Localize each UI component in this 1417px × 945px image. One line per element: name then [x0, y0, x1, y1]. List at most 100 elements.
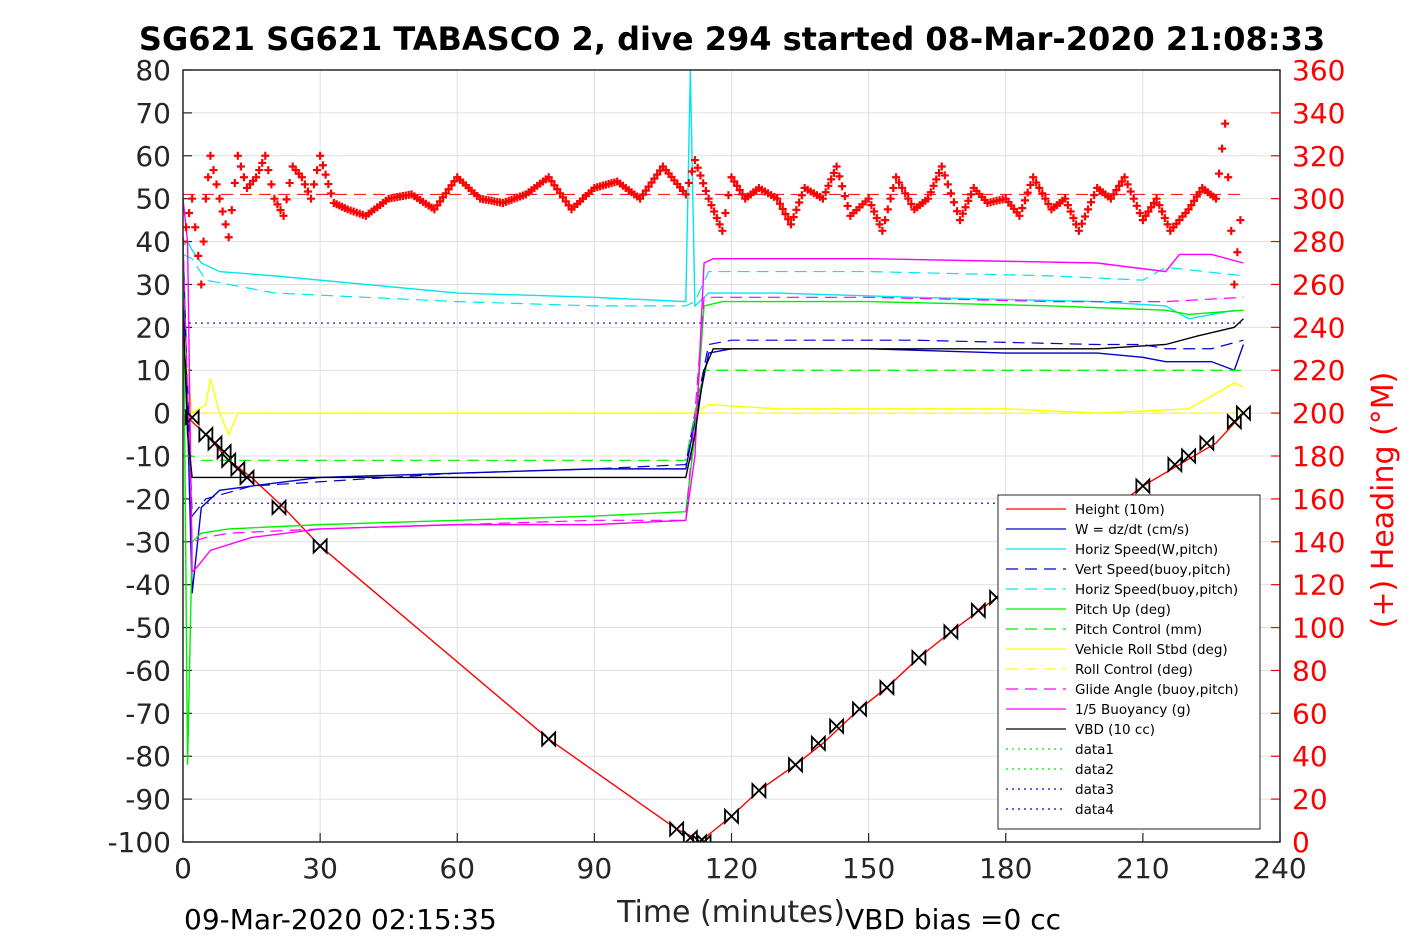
heading-point: [188, 194, 197, 203]
heading-point: [835, 172, 844, 181]
legend-entry: Vert Speed(buoy,pitch): [1075, 562, 1231, 578]
y-tick-label: 50: [135, 183, 171, 216]
heading-point: [1155, 201, 1164, 210]
y-right-tick-label: 260: [1292, 268, 1345, 301]
heading-point: [732, 181, 741, 190]
heading-point: [738, 190, 747, 199]
heading-point: [895, 178, 904, 187]
heading-point: [318, 161, 327, 170]
heading-point: [324, 180, 333, 189]
heading-point: [1190, 196, 1199, 205]
legend-entry: W = dz/dt (cm/s): [1075, 522, 1189, 538]
y-right-tick-label: 200: [1292, 397, 1345, 430]
heading-point: [1195, 188, 1204, 197]
heading-point: [867, 201, 876, 210]
series-lines: [183, 70, 1245, 842]
y-tick-label: -60: [125, 654, 171, 687]
heading-point: [926, 188, 935, 197]
y-right-tick-label: 300: [1292, 183, 1345, 216]
heading-point: [864, 194, 873, 203]
heading-point: [1152, 194, 1161, 203]
heading-point: [904, 194, 913, 203]
dive-marker: [943, 623, 959, 641]
heading-point: [961, 203, 970, 212]
y-right-tick-label: 340: [1292, 97, 1345, 130]
heading-point: [267, 180, 276, 189]
heading-point: [300, 180, 309, 189]
heading-point: [212, 180, 221, 189]
heading-point: [1112, 186, 1121, 195]
y-tick-label: -10: [125, 440, 171, 473]
heading-point: [558, 193, 567, 202]
heading-point: [1029, 173, 1038, 182]
dive-marker: [829, 717, 845, 735]
legend-entry: data2: [1075, 762, 1114, 778]
heading-point: [436, 197, 445, 206]
y-tick-label: -20: [125, 483, 171, 516]
heading-point: [901, 189, 910, 198]
y-right-tick-label: 60: [1292, 697, 1328, 730]
heading-point: [1129, 194, 1138, 203]
heading-point: [438, 193, 447, 202]
heading-point: [1084, 205, 1093, 214]
y-right-tick-label: 40: [1292, 740, 1328, 773]
heading-point: [564, 201, 573, 210]
y-axis-label-right: (+) Heading (°M): [1366, 372, 1401, 629]
heading-point: [687, 167, 696, 176]
y-tick-label: -30: [125, 526, 171, 559]
x-tick-label: 60: [439, 852, 475, 885]
heading-point: [321, 170, 330, 179]
heading-point: [1132, 201, 1141, 210]
heading-point: [430, 205, 439, 214]
heading-point: [1120, 173, 1129, 182]
heading-point: [727, 173, 736, 182]
legend-entry: Horiz Speed(buoy,pitch): [1075, 582, 1238, 598]
heading-point: [556, 189, 565, 198]
heading-point: [316, 151, 325, 160]
heading-point: [1018, 204, 1027, 213]
heading-point: [881, 216, 890, 225]
heading-point: [236, 162, 245, 171]
dive-marker: [1236, 404, 1251, 422]
heading-point: [684, 178, 693, 187]
heading-point: [1020, 196, 1029, 205]
heading-point: [644, 182, 653, 191]
y-tick-label: 20: [135, 311, 171, 344]
heading-point: [218, 207, 227, 216]
heading-point: [718, 226, 727, 235]
heading-point: [261, 151, 270, 160]
heading-point: [273, 200, 282, 209]
heading-point: [550, 181, 559, 190]
x-axis-label: Time (minutes): [616, 895, 845, 930]
heading-point: [1069, 213, 1078, 222]
heading-point: [279, 211, 288, 220]
heading-point: [701, 186, 710, 195]
y-right-tick-label: 0: [1292, 826, 1310, 859]
y-right-tick-label: 180: [1292, 440, 1345, 473]
heading-point: [778, 204, 787, 213]
y-right-tick-label: 160: [1292, 483, 1345, 516]
heading-point: [892, 173, 901, 182]
heading-point: [282, 195, 291, 204]
dive-marker: [852, 700, 867, 718]
heading-point: [870, 207, 879, 216]
heading-point: [1218, 144, 1227, 153]
legend-entry: data1: [1075, 742, 1114, 758]
heading-point: [935, 168, 944, 177]
dive-marker: [216, 443, 232, 461]
heading-point: [1187, 201, 1196, 210]
heading-point: [433, 201, 442, 210]
series-line-glide-angle-buoy-pitch: [183, 241, 1244, 543]
y-right-tick-label: 20: [1292, 783, 1328, 816]
heading-point: [638, 190, 647, 199]
heading-point: [1141, 211, 1150, 220]
legend-entry: VBD (10 cc): [1075, 722, 1155, 738]
y-tick-label: 40: [135, 226, 171, 259]
y-right-tick-label: 120: [1292, 569, 1345, 602]
plot-area: [183, 70, 1251, 842]
heading-point: [832, 162, 841, 171]
dive-marker: [271, 498, 287, 517]
heading-point: [1126, 187, 1135, 196]
y-right-tick-label: 320: [1292, 140, 1345, 173]
heading-point: [1066, 207, 1075, 216]
